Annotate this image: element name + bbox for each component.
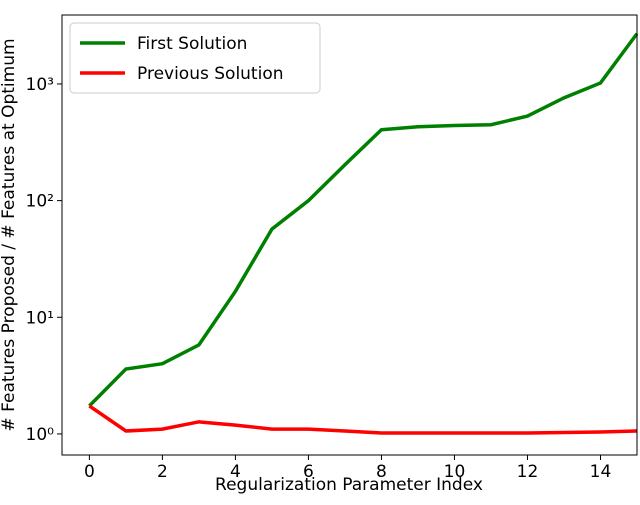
x-tick-label: 2: [157, 462, 168, 482]
legend-box: [69, 22, 321, 94]
y-tick-label: 10¹: [26, 308, 54, 328]
x-tick-label: 14: [590, 462, 612, 482]
y-axis-label: # Features Proposed / # Features at Opti…: [0, 38, 19, 431]
line-series: [88, 404, 638, 435]
legend-label: First Solution: [137, 34, 247, 54]
y-tick-label: 10³: [26, 75, 54, 95]
x-tick-label: 0: [84, 462, 95, 482]
y-tick-label: 10⁰: [26, 425, 55, 445]
x-axis-label: Regularization Parameter Index: [215, 475, 483, 495]
y-tick-label: 10²: [26, 192, 54, 212]
x-tick-label: 4: [230, 462, 241, 482]
x-tick-label: 12: [517, 462, 539, 482]
x-tick-label: 10: [444, 462, 466, 482]
x-tick-label: 8: [376, 462, 387, 482]
x-tick-label: 6: [303, 462, 314, 482]
legend-label: Previous Solution: [137, 64, 284, 84]
plot-frame: [61, 14, 638, 456]
line-series: [88, 32, 639, 408]
